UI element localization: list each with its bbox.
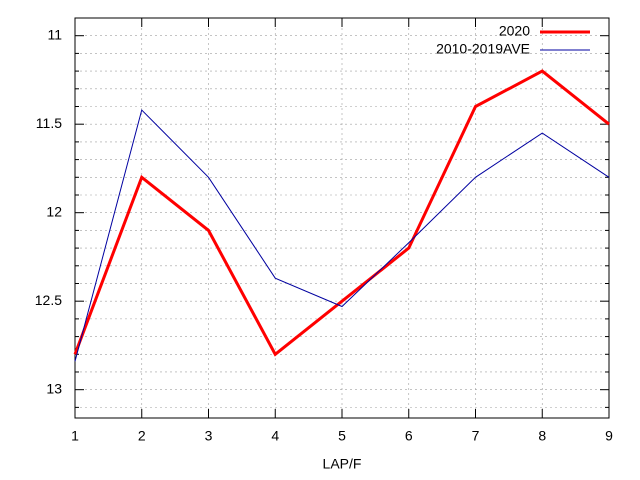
x-tick-label: 1 [71,428,79,444]
x-tick-label: 6 [405,428,413,444]
x-tick-label: 9 [605,428,613,444]
plot-frame [74,17,610,419]
y-tick-label: 12 [46,203,62,219]
data-line [73,69,610,357]
x-axis-label: LAP/F [323,456,362,472]
x-tick-label: 3 [205,428,213,444]
y-tick-label: 13 [46,380,62,396]
x-tick-label: 8 [538,428,546,444]
data-line [74,109,610,362]
y-tick-label: 11.5 [36,115,62,131]
x-tick-label: 2 [138,428,146,444]
y-tick-label: 12.5 [35,292,62,308]
legend-label: 2010-2019AVE [436,41,530,57]
x-tick-label: 7 [472,428,480,444]
legend-label: 2020 [499,23,530,39]
x-tick-label: 5 [338,428,346,444]
x-tick-label: 4 [271,428,279,444]
y-tick-label: 11 [47,26,62,42]
